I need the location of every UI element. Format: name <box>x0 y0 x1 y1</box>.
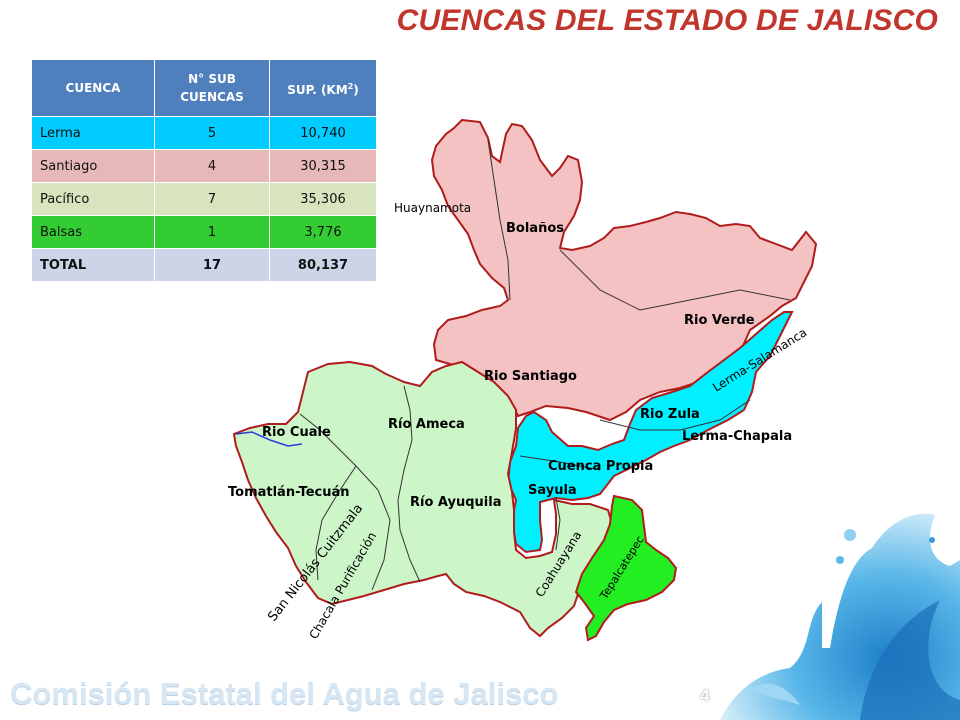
boundary-line <box>397 385 421 583</box>
boundary-line <box>555 497 561 551</box>
santiago-region <box>430 118 818 422</box>
label-lerma-chapala: Lerma-Chapala <box>682 429 792 444</box>
cell-surface: 30,315 <box>269 149 377 183</box>
label-bolanos: Bolaños <box>506 221 564 236</box>
table-header-row: CUENCA N° SUB CUENCAS SUP. (KM2) <box>31 59 377 117</box>
river-line <box>235 431 303 447</box>
splash-droplet <box>836 556 844 564</box>
label-rio-santiago: Rio Santiago <box>484 369 577 384</box>
footer-brand: Comisión Estatal del Agua de Jalisco <box>10 676 559 711</box>
pacifico-region <box>232 360 614 638</box>
label-rio-verde: Rio Verde <box>684 313 755 328</box>
label-cuenca-propia: Cuenca Propia <box>548 459 653 474</box>
cell-surface: 3,776 <box>269 215 377 249</box>
balsas-region <box>574 494 678 642</box>
basins-table: CUENCA N° SUB CUENCAS SUP. (KM2) Lerma 5… <box>31 59 377 282</box>
label-sayula: Sayula <box>528 483 577 498</box>
header-sub-basins: N° SUB CUENCAS <box>154 59 270 117</box>
cell-surface: 35,306 <box>269 182 377 216</box>
cell-total-sub-basins: 17 <box>154 248 270 282</box>
sub-basin-boundaries <box>299 139 791 591</box>
boundary-line <box>487 139 511 301</box>
cell-basin-name: Santiago <box>31 149 155 183</box>
header-surface-close: ) <box>353 82 359 97</box>
label-huaynamota: Huaynamota <box>394 201 471 215</box>
label-rio-ameca: Río Ameca <box>388 417 465 432</box>
label-rio-ayuquila: Río Ayuquila <box>410 495 502 510</box>
slide-title: CUENCAS DEL ESTADO DE JALISCO <box>396 4 938 37</box>
label-tomatlan-tecuan: Tomatlán-Tecuán <box>228 485 350 500</box>
header-surface-exponent: 2 <box>347 81 354 91</box>
splash-ripple <box>750 683 800 705</box>
cell-sub-basins: 4 <box>154 149 270 183</box>
header-basin: CUENCA <box>31 59 155 117</box>
boundary-line <box>519 455 601 471</box>
cell-total-surface: 80,137 <box>269 248 377 282</box>
cell-basin-name: Lerma <box>31 116 155 150</box>
label-rio-zula: Rio Zula <box>640 407 700 422</box>
boundary-line <box>599 399 751 431</box>
table-row-balsas: Balsas 1 3,776 <box>31 215 377 249</box>
cell-basin-name: Balsas <box>31 215 155 249</box>
boundary-line <box>299 413 357 467</box>
boundary-line <box>559 249 791 311</box>
header-surface-label: SUP. (KM <box>287 82 348 97</box>
splash-deep-wave <box>860 600 960 720</box>
header-surface: SUP. (KM2) <box>269 59 377 117</box>
cell-sub-basins: 1 <box>154 215 270 249</box>
cell-surface: 10,740 <box>269 116 377 150</box>
boundary-line <box>315 465 357 581</box>
table-row-total: TOTAL 17 80,137 <box>31 248 377 282</box>
label-rio-cuale: Rio Cuale <box>262 425 331 440</box>
splash-droplet <box>844 529 856 541</box>
boundary-line <box>355 465 391 591</box>
table-row-lerma: Lerma 5 10,740 <box>31 116 377 150</box>
lerma-region <box>506 311 794 554</box>
splash-droplet <box>929 537 935 543</box>
page-number: 4 <box>700 686 710 705</box>
cell-sub-basins: 7 <box>154 182 270 216</box>
table-row-santiago: Santiago 4 30,315 <box>31 149 377 183</box>
